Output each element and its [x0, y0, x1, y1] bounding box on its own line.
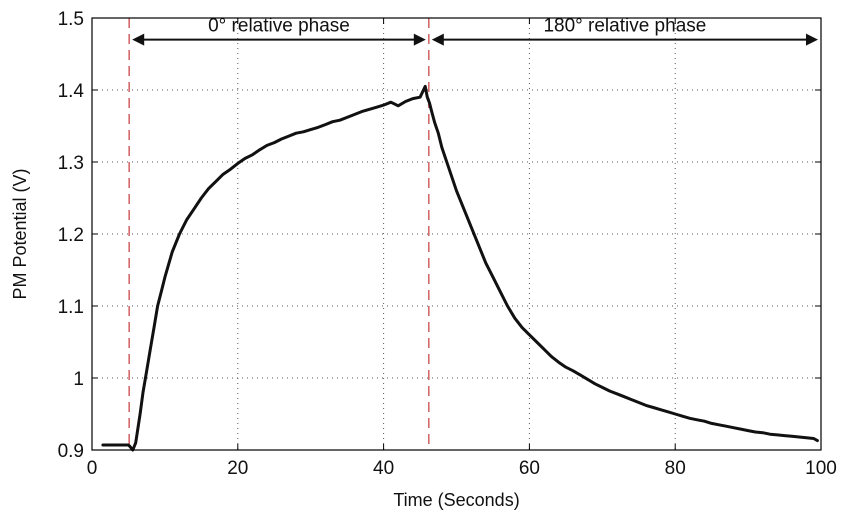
- y-tick-label: 1.2: [58, 225, 84, 246]
- series-layer: [101, 84, 819, 452]
- x-tick-label: 80: [665, 458, 686, 479]
- y-tick-label: 1: [73, 369, 84, 390]
- phase-annotation: 180° relative phase: [431, 16, 818, 46]
- y-tick-label: 1.3: [58, 153, 84, 174]
- y-tick-label: 1.4: [58, 81, 85, 102]
- x-tick-label: 0: [87, 458, 98, 479]
- plot-area-frame: [91, 17, 822, 451]
- x-tick-label: 40: [373, 458, 394, 479]
- annotation-label: 0° relative phase: [208, 16, 350, 37]
- arrow-left-icon: [132, 33, 145, 46]
- annotation-label: 180° relative phase: [543, 16, 706, 37]
- y-tick-label: 0.9: [58, 441, 84, 462]
- y-tick-label: 1.1: [58, 297, 84, 318]
- phase-annotation: 0° relative phase: [132, 16, 426, 46]
- series-line: [101, 84, 819, 452]
- arrow-left-icon: [431, 33, 444, 46]
- phase-markers: [128, 18, 430, 450]
- x-tick-label: 100: [805, 458, 837, 479]
- grid: [92, 18, 821, 450]
- annotations: 0° relative phase 180° relative phase: [132, 16, 818, 46]
- arrow-right-icon: [413, 33, 426, 46]
- x-axis-label: Time (Seconds): [393, 490, 519, 510]
- x-tick-label: 20: [227, 458, 248, 479]
- ticks: 0 20 40 60 80 100 0.9 1 1.1 1.2 1.3 1.4 1.5: [58, 9, 837, 479]
- y-tick-label: 1.5: [58, 9, 84, 30]
- arrow-right-icon: [806, 33, 818, 46]
- y-axis-label: PM Potential (V): [10, 168, 30, 299]
- x-tick-label: 60: [519, 458, 540, 479]
